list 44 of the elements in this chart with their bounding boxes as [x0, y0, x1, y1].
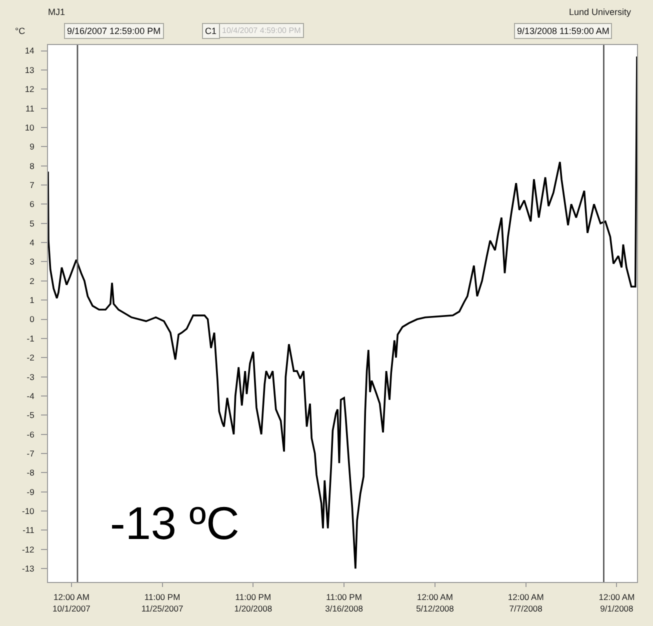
y-tick-label: 4 [30, 238, 35, 248]
y-tick-label: -10 [22, 506, 35, 516]
text: 9/16/2007 12:59:00 PM [67, 26, 161, 36]
text: 9/13/2008 11:59:00 AM [517, 26, 610, 36]
chart-title: MJ1 [48, 7, 66, 18]
x-tick-label: 12:00 AM 7/7/2008 [508, 592, 544, 614]
y-tick-label: -8 [26, 468, 35, 478]
y-tick-label: -12 [22, 544, 35, 554]
x-tick-label: 12:00 AM 10/1/2007 [52, 592, 91, 614]
y-tick-label: -9 [26, 486, 35, 497]
y-tick-label: -6 [26, 429, 35, 440]
text: C1 [205, 26, 217, 36]
text: Lund University [569, 7, 632, 17]
y-tick-label: -3 [26, 372, 35, 382]
y-tick-label: 9 [30, 142, 35, 152]
y-tick-label: 12 [24, 84, 35, 94]
line-series [48, 56, 637, 570]
y-tick-label: -1 [26, 333, 35, 344]
y-tick-label: -5 [26, 410, 35, 420]
y-tick-label: 3 [30, 256, 35, 267]
y-tick-label: -4 [26, 390, 35, 401]
y-tick-label: -11 [22, 525, 35, 536]
y-axis-title: °C [15, 26, 26, 36]
y-tick-label: 6 [30, 199, 35, 210]
text: 10/4/2007 4:59:00 PM [222, 26, 302, 35]
y-tick-label: -13 [22, 564, 35, 574]
y-tick-label: 5 [30, 218, 35, 228]
x-tick-label: 12:00 AM 5/12/2008 [416, 592, 454, 614]
y-tick-label: 7 [30, 180, 35, 190]
y-tick-label: 13 [24, 64, 35, 75]
x-tick-label: 12:00 AM 9/1/2008 [598, 592, 635, 614]
x-tick-label: 11:00 PM 11/25/2007 [141, 592, 184, 614]
y-tick-label: 8 [30, 160, 35, 171]
x-tick-label: 11:00 PM 1/20/2008 [234, 592, 272, 614]
y-tick-label: 10 [24, 122, 35, 132]
y-tick-label: 1 [30, 295, 35, 306]
y-tick-label: -2 [26, 352, 35, 363]
y-tick-label: -7 [26, 448, 35, 458]
x-tick-label: 11:00 PM 3/16/2008 [325, 592, 364, 614]
y-tick-label: 0 [30, 314, 35, 324]
y-tick-label: 14 [24, 46, 35, 56]
annotation: -13 ºC [110, 497, 240, 549]
y-tick-label: 2 [30, 276, 35, 286]
y-tick-label: 11 [25, 103, 35, 114]
